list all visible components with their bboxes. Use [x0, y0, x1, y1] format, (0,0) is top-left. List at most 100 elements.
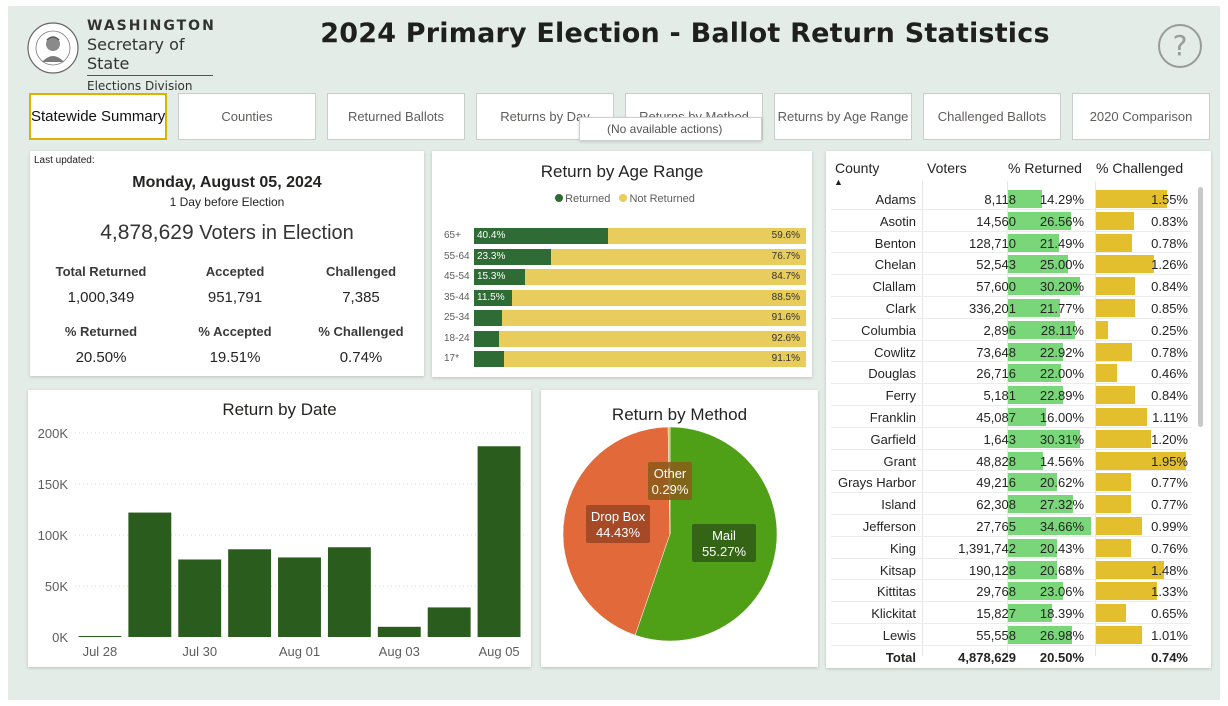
- age-returned-bar[interactable]: 40.4%: [474, 228, 609, 244]
- age-row[interactable]: 17* 91.1%: [432, 351, 812, 367]
- pct-challenged-bar: [1096, 190, 1168, 208]
- tab-returned-ballots[interactable]: Returned Ballots: [327, 93, 465, 140]
- county-pct-returned: 30.31%: [1039, 431, 1084, 447]
- date-bar[interactable]: [427, 607, 471, 637]
- table-row[interactable]: Island 62,308 27.32% 0.77%: [826, 493, 1211, 515]
- date-bar[interactable]: [178, 559, 222, 637]
- age-returned-bar[interactable]: 23.3%: [474, 248, 552, 265]
- table-row[interactable]: Chelan 52,543 25.00% 1.26%: [826, 253, 1211, 276]
- age-row[interactable]: 25-34 91.6%: [432, 310, 812, 326]
- county-name: Columbia: [861, 322, 916, 338]
- age-not-returned-bar[interactable]: 91.6%: [474, 310, 806, 326]
- date-bar[interactable]: [128, 512, 172, 637]
- county-pct-challenged: 0.85%: [1151, 301, 1188, 316]
- age-returned-label: 40.4%: [477, 230, 506, 241]
- county-pct-returned: 25.00%: [1039, 257, 1084, 273]
- pct-challenged-bar: [1096, 364, 1118, 383]
- table-row[interactable]: Klickitat 15,827 18.39% 0.65%: [826, 602, 1211, 624]
- age-not-returned-label: 92.6%: [771, 332, 800, 344]
- table-row[interactable]: Adams 8,118 14.29% 1.55%: [826, 188, 1211, 210]
- age-row[interactable]: 18-24 92.6%: [432, 330, 812, 347]
- date-bar[interactable]: [327, 547, 371, 637]
- age-not-returned-bar[interactable]: 40.4% 59.6%: [474, 228, 806, 244]
- age-row[interactable]: 35-44 11.5% 88.5%: [432, 289, 812, 306]
- table-row[interactable]: Columbia 2,896 28.11% 0.25%: [826, 319, 1211, 341]
- age-not-returned-bar[interactable]: 11.5% 88.5%: [474, 289, 806, 306]
- pct-challenged-bar: [1096, 386, 1135, 405]
- pct-returned-bar: [1008, 626, 1073, 644]
- age-not-returned-bar[interactable]: 92.6%: [474, 330, 806, 347]
- county-name: Clallam: [872, 279, 916, 295]
- col-header-pct-returned[interactable]: % Returned: [1008, 160, 1082, 176]
- age-returned-bar[interactable]: 11.5%: [474, 289, 513, 306]
- age-row[interactable]: 55-64 23.3% 76.7%: [432, 248, 812, 265]
- tab-counties[interactable]: Counties: [178, 93, 316, 140]
- pie-category-label: Mail: [712, 528, 736, 543]
- age-not-returned-bar[interactable]: 15.3% 84.7%: [474, 269, 806, 285]
- age-not-returned-bar[interactable]: 23.3% 76.7%: [474, 248, 806, 265]
- legend-not-returned-dot: [619, 194, 628, 202]
- county-pct-challenged: 0.83%: [1151, 213, 1188, 229]
- age-returned-bar[interactable]: [474, 330, 499, 347]
- table-row[interactable]: King 1,391,742 20.43% 0.76%: [826, 537, 1211, 559]
- table-row[interactable]: Lewis 55,558 26.98% 1.01%: [826, 624, 1211, 646]
- table-row[interactable]: Kittitas 29,768 23.06% 1.33%: [826, 580, 1211, 603]
- table-row[interactable]: Douglas 26,716 22.00% 0.46%: [826, 362, 1211, 385]
- table-row[interactable]: Cowlitz 73,648 22.92% 0.78%: [826, 341, 1211, 363]
- date-bar[interactable]: [377, 626, 421, 637]
- date-bar[interactable]: [228, 549, 272, 637]
- county-pct-returned: 26.98%: [1039, 628, 1084, 643]
- county-pct-returned: 14.56%: [1039, 453, 1084, 469]
- table-row[interactable]: Jefferson 27,765 34.66% 0.99%: [826, 515, 1211, 537]
- county-pct-returned: 23.06%: [1039, 584, 1084, 600]
- logo-secretary-of-state: Secretary of State: [87, 35, 185, 73]
- tab-statewide-summary[interactable]: Statewide Summary: [29, 93, 167, 140]
- age-not-returned-label: 59.6%: [771, 230, 800, 241]
- age-row[interactable]: 65+ 40.4% 59.6%: [432, 228, 812, 244]
- table-scrollbar[interactable]: [1198, 187, 1203, 427]
- pct-challenged-bar: [1096, 604, 1126, 623]
- pct-challenged-bar: [1096, 560, 1165, 579]
- help-icon[interactable]: ?: [1158, 24, 1202, 68]
- table-row[interactable]: Garfield 1,643 30.31% 1.20%: [826, 428, 1211, 450]
- x-tick-label: Aug 01: [279, 644, 320, 659]
- pie-label-bg: [692, 524, 756, 562]
- pct-returned-bar: [1008, 582, 1064, 601]
- age-not-returned-label: 76.7%: [771, 250, 800, 262]
- age-returned-bar[interactable]: [474, 310, 502, 326]
- county-pct-challenged: 0.84%: [1151, 388, 1188, 404]
- age-returned-bar[interactable]: [474, 351, 504, 367]
- col-header-pct-challenged[interactable]: % Challenged: [1096, 160, 1184, 176]
- date-bar[interactable]: [278, 557, 321, 637]
- table-row[interactable]: Kitsap 190,128 20.68% 1.48%: [826, 559, 1211, 581]
- county-pct-returned: 34.66%: [1039, 519, 1084, 534]
- county-voters: 52,543: [976, 257, 1016, 273]
- county-voters: 45,087: [976, 410, 1016, 425]
- age-not-returned-bar[interactable]: 91.1%: [474, 351, 806, 367]
- table-row[interactable]: Asotin 14,560 26.56% 0.83%: [826, 210, 1211, 232]
- tab-challenged-ballots[interactable]: Challenged Ballots: [923, 93, 1061, 140]
- county-name: Grays Harbor: [837, 475, 916, 491]
- sort-asc-icon[interactable]: ▲: [834, 177, 843, 187]
- table-row[interactable]: Grant 48,828 14.56% 1.95%: [826, 450, 1211, 472]
- table-row[interactable]: Franklin 45,087 16.00% 1.11%: [826, 406, 1211, 428]
- date-bar[interactable]: [477, 446, 521, 637]
- col-header-voters[interactable]: Voters: [927, 160, 967, 176]
- county-voters: 62,308: [976, 497, 1016, 513]
- county-pct-challenged: 0.77%: [1151, 475, 1188, 491]
- date-bar[interactable]: [78, 635, 122, 637]
- pie-value-label: 0.29%: [652, 482, 689, 497]
- pct-returned-bar: [1008, 429, 1081, 448]
- table-row[interactable]: Benton 128,710 21.49% 0.78%: [826, 232, 1211, 254]
- tab-returns-by-age-range[interactable]: Returns by Age Range: [774, 93, 912, 140]
- age-row[interactable]: 45-54 15.3% 84.7%: [432, 269, 812, 285]
- y-tick-label: 0K: [52, 630, 68, 645]
- age-returned-bar[interactable]: 15.3%: [474, 269, 525, 285]
- table-row[interactable]: Clallam 57,600 30.20% 0.84%: [826, 275, 1211, 297]
- table-row[interactable]: Ferry 5,181 22.89% 0.84%: [826, 384, 1211, 406]
- tab-2020-comparison[interactable]: 2020 Comparison: [1072, 93, 1210, 140]
- pie-value-label: 44.43%: [596, 525, 641, 540]
- table-row[interactable]: Clark 336,201 21.77% 0.85%: [826, 297, 1211, 319]
- table-row[interactable]: Grays Harbor 49,216 20.62% 0.77%: [826, 471, 1211, 494]
- col-header-county[interactable]: County: [835, 160, 880, 176]
